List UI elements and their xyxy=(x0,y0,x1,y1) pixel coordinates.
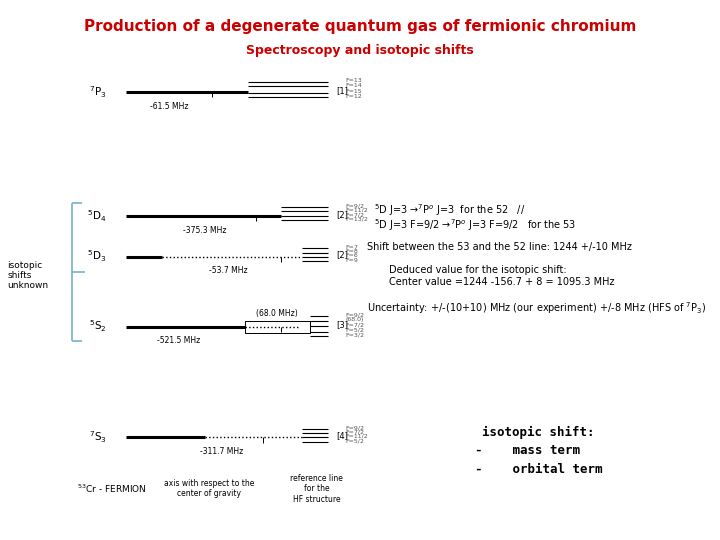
Text: Shift between the 53 and the 52 line: 1244 +/-10 MHz: Shift between the 53 and the 52 line: 12… xyxy=(367,242,632,252)
Text: [3]: [3] xyxy=(336,321,348,329)
Text: $^5$D J=3 F=9/2 →$^7$P$^o$ J=3 F=9/2   for the 53: $^5$D J=3 F=9/2 →$^7$P$^o$ J=3 F=9/2 for… xyxy=(374,217,577,233)
Text: isotopic shift:: isotopic shift: xyxy=(482,426,595,438)
Text: F=12: F=12 xyxy=(346,93,362,99)
Text: F=9/2: F=9/2 xyxy=(346,425,364,430)
Text: axis with respect to the
center of gravity: axis with respect to the center of gravi… xyxy=(163,479,254,498)
Text: F=7/2: F=7/2 xyxy=(346,212,364,218)
Text: $^7$P$_3$: $^7$P$_3$ xyxy=(89,84,107,99)
Text: F=5/2: F=5/2 xyxy=(346,328,364,333)
Text: -311.7 MHz: -311.7 MHz xyxy=(199,447,243,456)
Text: $^5$S$_2$: $^5$S$_2$ xyxy=(89,319,107,334)
Text: F=8: F=8 xyxy=(346,249,359,254)
Text: [1]: [1] xyxy=(336,86,348,94)
Text: F=7: F=7 xyxy=(346,245,359,250)
Text: F=9/2: F=9/2 xyxy=(346,312,364,318)
Text: F=13: F=13 xyxy=(346,78,362,84)
Text: F=7/2: F=7/2 xyxy=(346,322,364,328)
Text: F=11/2: F=11/2 xyxy=(346,207,369,213)
Text: -53.7 MHz: -53.7 MHz xyxy=(210,266,248,275)
Text: Deduced value for the isotopic shift:: Deduced value for the isotopic shift: xyxy=(389,265,567,275)
Text: isotopic
shifts
unknown: isotopic shifts unknown xyxy=(7,260,48,291)
Text: (68.0): (68.0) xyxy=(346,317,364,322)
Text: F=7/2: F=7/2 xyxy=(346,429,364,435)
Text: $^{53}$Cr - FERMION: $^{53}$Cr - FERMION xyxy=(77,483,146,495)
Text: reference line
for the
HF structure: reference line for the HF structure xyxy=(290,474,343,504)
Text: $^5$D$_3$: $^5$D$_3$ xyxy=(87,249,107,264)
Text: -    mass term: - mass term xyxy=(475,444,580,457)
Text: -375.3 MHz: -375.3 MHz xyxy=(184,226,227,235)
Text: Uncertainty: +/-(10+10) MHz (our experiment) +/-8 MHz (HFS of $^7$P$_3$): Uncertainty: +/-(10+10) MHz (our experim… xyxy=(367,300,706,316)
Text: F=3/2: F=3/2 xyxy=(346,333,364,338)
Text: F=15: F=15 xyxy=(346,89,362,94)
Text: F=14: F=14 xyxy=(346,83,362,88)
Text: -    orbital term: - orbital term xyxy=(475,463,603,476)
Text: F=9: F=9 xyxy=(346,258,359,263)
Text: -61.5 MHz: -61.5 MHz xyxy=(150,102,189,111)
Text: F=5/2: F=5/2 xyxy=(346,438,364,443)
Text: F=9/2: F=9/2 xyxy=(346,203,364,208)
Text: F=13/2: F=13/2 xyxy=(346,217,369,222)
Text: F=11/2: F=11/2 xyxy=(346,434,369,439)
Text: -521.5 MHz: -521.5 MHz xyxy=(156,336,200,346)
Text: $^5$D$_4$: $^5$D$_4$ xyxy=(87,208,107,224)
Bar xyxy=(245,321,310,333)
Text: [4]: [4] xyxy=(336,431,348,440)
Text: (68.0 MHz): (68.0 MHz) xyxy=(256,309,298,318)
Text: $^7$S$_3$: $^7$S$_3$ xyxy=(89,430,107,445)
Text: Center value =1244 -156.7 + 8 = 1095.3 MHz: Center value =1244 -156.7 + 8 = 1095.3 M… xyxy=(389,277,614,287)
Text: [2]: [2] xyxy=(336,251,348,259)
Text: [2]: [2] xyxy=(336,210,348,219)
Text: Spectroscopy and isotopic shifts: Spectroscopy and isotopic shifts xyxy=(246,44,474,57)
Text: Production of a degenerate quantum gas of fermionic chromium: Production of a degenerate quantum gas o… xyxy=(84,19,636,34)
Text: $^5$D J=3 →$^7$P$^o$ J=3  for the 52   //: $^5$D J=3 →$^7$P$^o$ J=3 for the 52 // xyxy=(374,202,526,219)
Text: F=6: F=6 xyxy=(346,253,359,259)
